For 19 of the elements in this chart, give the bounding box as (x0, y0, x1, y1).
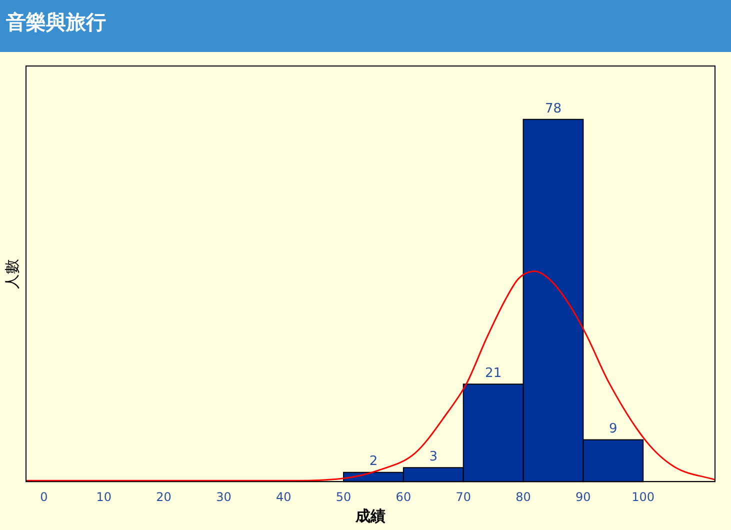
x-tick-label: 60 (396, 490, 412, 504)
x-tick-label: 20 (156, 490, 172, 504)
x-tick-label: 100 (632, 490, 655, 504)
x-tick-label: 0 (40, 490, 48, 504)
x-tick-label: 30 (216, 490, 232, 504)
x-tick-label: 90 (576, 490, 591, 504)
x-tick-label: 40 (276, 490, 292, 504)
data-label: 2 (369, 454, 378, 470)
data-label: 3 (429, 450, 438, 465)
data-label: 9 (609, 422, 618, 437)
x-axis-title: 成績 (354, 506, 386, 525)
x-tick-label: 70 (456, 490, 472, 504)
x-tick-label: 50 (336, 490, 352, 504)
chart-title: 音樂與旅行 (0, 0, 731, 52)
x-tick-label: 10 (96, 490, 112, 504)
x-tick-label: 80 (516, 490, 531, 504)
y-axis-title: 人數 (2, 258, 21, 289)
data-label: 78 (544, 101, 562, 116)
data-label: 21 (485, 366, 502, 381)
